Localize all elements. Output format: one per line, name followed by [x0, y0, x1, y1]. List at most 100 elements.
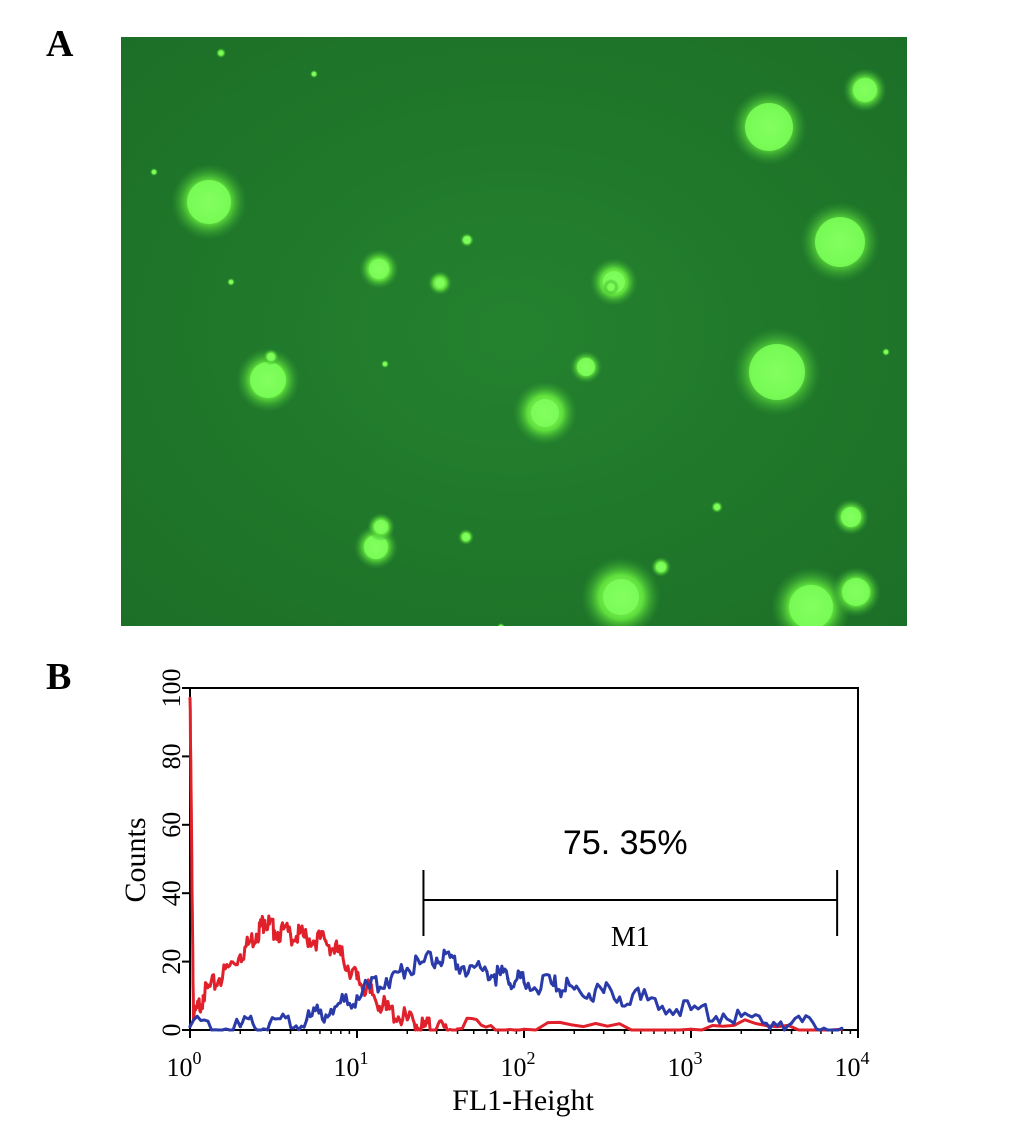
cell-glow: [497, 623, 505, 626]
cell-core: [435, 278, 445, 288]
series-point-0: [689, 1027, 693, 1031]
series-point-0: [238, 953, 242, 957]
y-tick-label: 20: [157, 949, 186, 975]
series-point-0: [188, 696, 192, 700]
series-line-1: [188, 948, 843, 1032]
series-point-1: [639, 997, 643, 1001]
x-axis-title: FL1-Height: [452, 1084, 594, 1117]
series-point-0: [384, 1007, 388, 1012]
series-point-1: [840, 1026, 844, 1030]
series-point-1: [268, 1021, 272, 1025]
panel-label-b: B: [46, 656, 72, 698]
x-tick-label: 100: [167, 1048, 202, 1082]
y-tick-label: 0: [157, 1024, 186, 1037]
series-point-1: [485, 970, 489, 974]
series-point-0: [305, 936, 309, 940]
series-point-1: [238, 1025, 242, 1029]
series-point-0: [201, 994, 205, 998]
cell-core: [250, 362, 286, 398]
y-tick-label: 60: [157, 812, 186, 838]
cell-core: [714, 504, 720, 510]
series-point-1: [522, 980, 526, 984]
series-point-0: [368, 990, 372, 994]
series-point-0: [405, 1018, 409, 1022]
series-point-1: [572, 987, 576, 991]
x-tick-label: 104: [835, 1048, 870, 1082]
gate-m1: M1 75. 35%: [422, 824, 839, 953]
series-point-1: [305, 1018, 309, 1022]
series-point-0: [217, 977, 221, 981]
cell-core: [383, 362, 387, 366]
series-point-1: [789, 1021, 794, 1025]
x-tick-base: 10: [835, 1053, 861, 1082]
series-point-1: [602, 990, 606, 994]
series-point-1: [384, 977, 388, 981]
series-point-0: [324, 939, 328, 943]
cell-core: [853, 78, 877, 102]
series-point-0: [272, 929, 276, 933]
series-point-1: [355, 994, 359, 998]
cell-core: [841, 507, 861, 527]
series-point-1: [739, 1014, 743, 1018]
x-tick-exponent: 3: [694, 1048, 703, 1068]
cell-core: [842, 578, 870, 606]
histogram-series: [188, 696, 844, 1032]
x-axis-ticks: 100 101 102 103 104: [167, 1030, 870, 1082]
cell-core: [187, 180, 231, 224]
x-tick-exponent: 0: [193, 1048, 202, 1068]
cell-core: [374, 520, 388, 534]
x-tick-label: 102: [501, 1048, 536, 1082]
series-point-1: [188, 1025, 192, 1029]
cell-core: [884, 350, 888, 354]
series-point-1: [455, 963, 460, 967]
fluorescence-micrograph: [121, 37, 907, 626]
cell-core: [789, 585, 833, 626]
gate-name: M1: [611, 922, 650, 953]
y-axis-title: Counts: [119, 817, 152, 902]
gate-percent: 75. 35%: [563, 824, 688, 862]
panel-label-a: A: [46, 23, 74, 65]
series-point-0: [455, 1027, 460, 1031]
series-point-0: [421, 1025, 426, 1029]
cell-core: [219, 51, 223, 55]
fluorescent-cells: [150, 48, 890, 626]
cell-core: [462, 533, 470, 541]
cell-core: [229, 280, 233, 284]
x-tick-base: 10: [334, 1053, 360, 1082]
x-tick-label: 103: [668, 1048, 703, 1082]
cell-core: [152, 170, 156, 174]
x-tick-label: 101: [334, 1048, 369, 1082]
cell-core: [499, 625, 503, 626]
cell-core: [749, 344, 805, 400]
series-point-1: [329, 1007, 333, 1012]
series-point-0: [355, 977, 359, 981]
x-tick-exponent: 1: [360, 1048, 369, 1068]
y-tick-label: 40: [157, 880, 186, 906]
cell-core: [745, 103, 793, 151]
y-axis-ticks: 0 20 40 60 80 100: [157, 669, 190, 1037]
cell-core: [364, 535, 388, 559]
series-point-1: [689, 1007, 693, 1012]
series-point-0: [254, 932, 259, 936]
series-point-1: [405, 966, 409, 970]
x-tick-base: 10: [501, 1053, 527, 1082]
series-point-1: [506, 977, 510, 981]
series-line-0: [188, 698, 842, 1032]
cell-core: [603, 579, 639, 615]
cell-core: [531, 399, 559, 427]
x-tick-base: 10: [167, 1053, 193, 1082]
cell-core: [369, 259, 389, 279]
cell-core: [312, 72, 316, 76]
y-tick-label: 80: [157, 743, 186, 769]
x-tick-exponent: 4: [861, 1048, 870, 1068]
cell-core: [577, 358, 595, 376]
cell-core: [815, 217, 865, 267]
series-point-1: [551, 983, 556, 988]
series-point-0: [435, 1026, 439, 1030]
cell-core: [656, 562, 666, 572]
series-point-0: [288, 932, 293, 936]
series-point-0: [263, 919, 267, 923]
cell-core: [607, 283, 615, 291]
x-tick-exponent: 2: [527, 1048, 536, 1068]
